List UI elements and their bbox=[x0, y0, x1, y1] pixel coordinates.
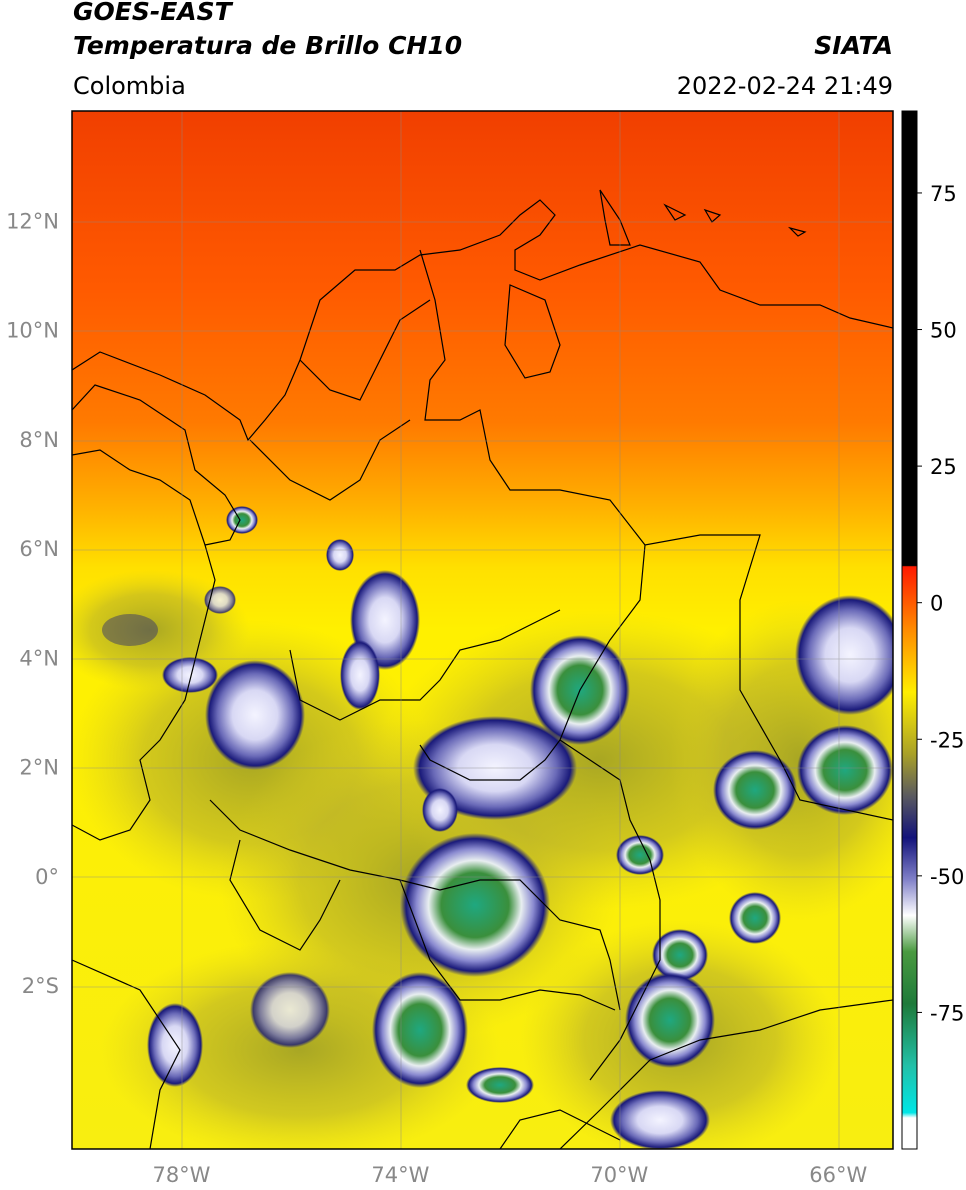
longitude-tick-label: 70°W bbox=[590, 1163, 648, 1187]
colorbar-tick-label: 0 bbox=[930, 592, 943, 616]
longitude-tick-label: 74°W bbox=[371, 1163, 429, 1187]
datetime-label: 2022-02-24 21:49 bbox=[676, 72, 893, 100]
country-borders bbox=[72, 189, 893, 1149]
colorbar-tick-label: 25 bbox=[930, 455, 957, 479]
latitude-tick-label: 6°N bbox=[19, 537, 59, 561]
latitude-tick-label: 2°N bbox=[19, 756, 59, 780]
colorbar-tick-label: -75 bbox=[930, 1001, 964, 1025]
longitude-tick-label: 66°W bbox=[809, 1163, 867, 1187]
brightness-temperature-field bbox=[72, 111, 893, 1149]
latitude-tick-label: 12°N bbox=[6, 209, 59, 233]
latitude-tick-label: 2°S bbox=[22, 974, 59, 998]
region-label: Colombia bbox=[73, 72, 186, 100]
graticule bbox=[72, 111, 893, 1149]
colorbar-tick-label: -50 bbox=[930, 865, 964, 889]
longitude-tick-label: 78°W bbox=[152, 1163, 210, 1187]
latitude-tick-label: 10°N bbox=[6, 319, 59, 343]
latitude-tick-label: 0° bbox=[35, 865, 59, 889]
colorbar-tick-label: -25 bbox=[930, 728, 964, 752]
agency-label: SIATA bbox=[814, 31, 893, 60]
latitude-tick-label: 8°N bbox=[19, 428, 59, 452]
product-title: Temperatura de Brillo CH10 bbox=[73, 31, 463, 60]
latitude-tick-label: 4°N bbox=[19, 646, 59, 670]
colorbar-tick-label: 75 bbox=[930, 182, 957, 206]
satellite-title: GOES-EAST bbox=[73, 0, 232, 26]
map-frame bbox=[71, 110, 894, 1150]
colorbar-tick-label: 50 bbox=[930, 319, 957, 343]
colorbar bbox=[901, 110, 918, 1150]
